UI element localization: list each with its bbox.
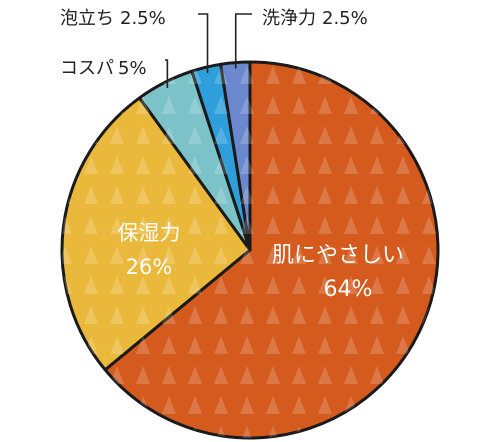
pie-slice-texture-4 (220, 62, 250, 250)
callout-line-2 (165, 59, 169, 88)
slice-label-hoshitsu: 保湿力 (118, 221, 181, 245)
slice-value-hoshitsu: 26% (126, 255, 173, 279)
slice-value-hada: 64% (324, 277, 373, 302)
pie-slice-texture-1 (62, 97, 250, 370)
callout-label-kosupa: コスパ 5% (60, 58, 147, 79)
callout-lines (165, 13, 252, 88)
callout-label-awadachi: 泡立ち 2.5% (60, 8, 166, 29)
slice-texture (62, 62, 439, 438)
pie-slice-texture-2 (139, 71, 250, 250)
callout-label-senjo: 洗浄力 2.5% (262, 8, 368, 29)
callout-line-3 (198, 13, 209, 74)
slice-label-hada: 肌にやさしい (272, 243, 404, 268)
pie-slice-texture-3 (191, 64, 250, 250)
pie-slice-texture-0 (105, 62, 439, 438)
callout-line-4 (234, 13, 252, 69)
